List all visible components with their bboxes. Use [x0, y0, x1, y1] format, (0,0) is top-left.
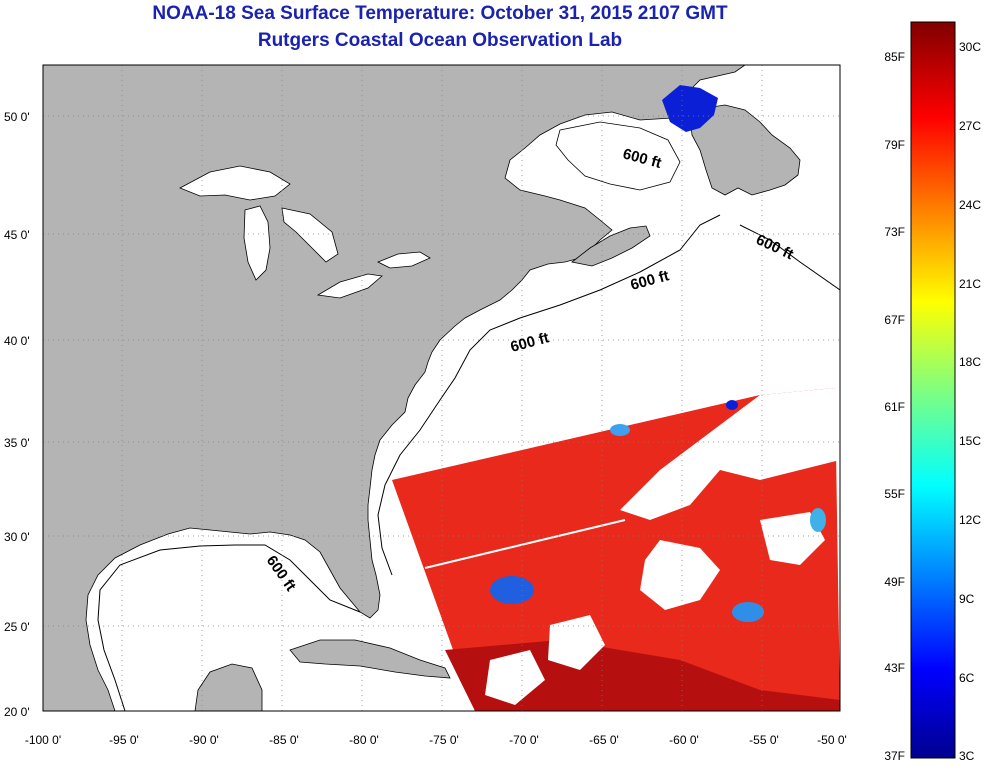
colorbar-f-label: 85F: [884, 50, 905, 64]
lat-tick-label: 50 0': [4, 110, 30, 124]
scan-line-artifact: [424, 519, 626, 569]
colorbar-c-label: 30C: [959, 40, 981, 54]
lon-tick-label: -95 0': [109, 733, 139, 747]
cloud-mask: [548, 615, 605, 670]
lon-tick-label: -90 0': [189, 733, 219, 747]
colorbar-f-label: 67F: [884, 313, 905, 327]
labrador-cold-patch: [662, 85, 718, 132]
colorbar-c-label: 9C: [959, 592, 975, 606]
lon-tick-label: -60 0': [669, 733, 699, 747]
cloud-mask: [640, 540, 720, 610]
cool-eddy: [610, 424, 630, 436]
colorbar: [910, 21, 956, 759]
lon-axis: -100 0' -95 0' -90 0' -85 0' -80 0' -75 …: [25, 733, 847, 747]
lon-tick-label: -75 0': [429, 733, 459, 747]
gulf-st-lawrence: [555, 121, 681, 191]
lake-erie: [316, 273, 383, 299]
lat-tick-label: 20 0': [4, 705, 30, 719]
shelf-contour-line: [97, 214, 840, 711]
land-nova-scotia: [571, 225, 651, 267]
lon-tick-label: -80 0': [349, 733, 379, 747]
colorbar-c-label: 12C: [959, 513, 981, 527]
cloud-mask: [620, 388, 840, 520]
colorbar-f-label: 43F: [884, 661, 905, 675]
colorbar-c-label: 21C: [959, 277, 981, 291]
lat-axis: 50 0' 45 0' 40 0' 35 0' 30 0' 25 0' 20 0…: [4, 110, 30, 719]
map-title: NOAA-18 Sea Surface Temperature: October…: [152, 3, 728, 24]
lat-tick-label: 45 0': [4, 228, 30, 242]
cloud-mask: [760, 512, 825, 565]
colorbar-f-label: 73F: [884, 225, 905, 239]
colorbar-f-label: 61F: [884, 400, 905, 414]
map-border: [42, 64, 841, 712]
lon-tick-label: -100 0': [25, 733, 61, 747]
colorbar-c-label: 24C: [959, 198, 981, 212]
cool-eddy: [732, 602, 764, 622]
cool-eddy: [726, 400, 738, 410]
colorbar-c-label: 27C: [959, 119, 981, 133]
lat-tick-label: 35 0': [4, 436, 30, 450]
colorbar-f-label: 79F: [884, 138, 905, 152]
lake-superior: [179, 165, 291, 201]
colorbar-c-labels: 30C 27C 24C 21C 18C 15C 12C 9C 6C 3C: [959, 40, 981, 763]
lon-tick-label: -70 0': [509, 733, 539, 747]
colorbar-c-label: 3C: [959, 749, 975, 763]
lon-tick-label: -85 0': [269, 733, 299, 747]
lon-tick-label: -50 0': [817, 733, 847, 747]
colorbar-c-label: 6C: [959, 671, 975, 685]
cool-eddy: [810, 508, 826, 532]
cloud-mask: [485, 650, 545, 705]
colorbar-f-label: 37F: [884, 749, 905, 763]
land-newfoundland: [689, 104, 801, 196]
land-yucatan: [194, 663, 263, 711]
map-subtitle: Rutgers Coastal Ocean Observation Lab: [257, 30, 623, 51]
lon-tick-label: -55 0': [749, 733, 779, 747]
lake-ontario: [377, 251, 431, 269]
lake-michigan: [243, 205, 271, 281]
lat-tick-label: 30 0': [4, 530, 30, 544]
colorbar-c-label: 18C: [959, 355, 981, 369]
lat-tick-label: 25 0': [4, 620, 30, 634]
lon-tick-label: -65 0': [589, 733, 619, 747]
land-cuba: [289, 639, 451, 679]
lat-tick-label: 40 0': [4, 334, 30, 348]
lake-huron: [281, 207, 339, 263]
colorbar-c-label: 15C: [959, 434, 981, 448]
colorbar-f-label: 49F: [884, 575, 905, 589]
sst-warm-band: [445, 640, 840, 711]
land-north-america: [43, 65, 746, 711]
colorbar-f-label: 55F: [884, 487, 905, 501]
cool-eddy: [490, 576, 534, 604]
colorbar-f-labels: 85F 79F 73F 67F 61F 55F 49F 43F 37F: [884, 50, 905, 763]
